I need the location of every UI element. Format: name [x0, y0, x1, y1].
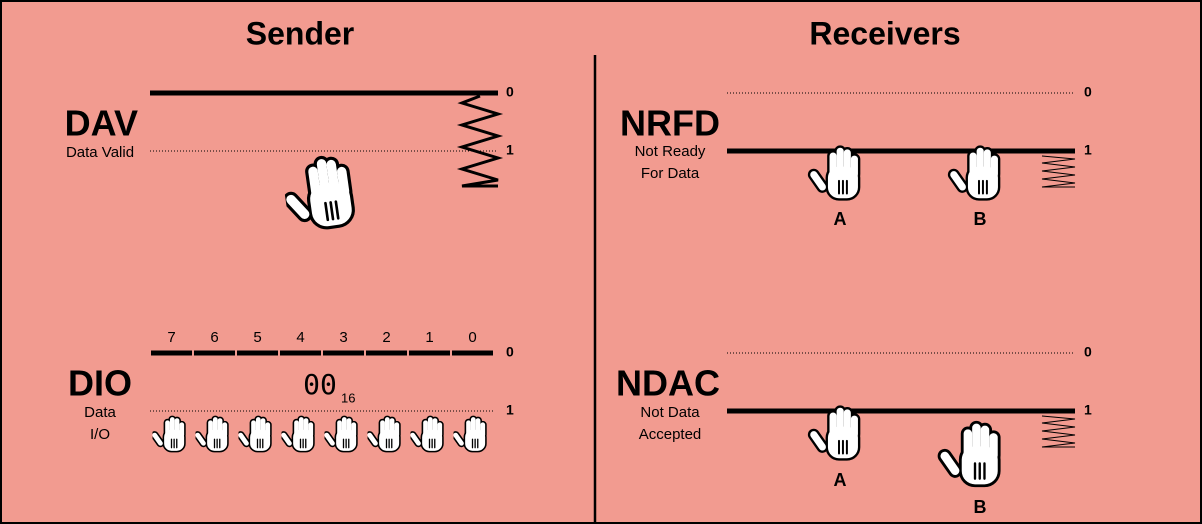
level-label: 1	[1084, 402, 1092, 418]
level-label: 0	[1084, 344, 1092, 360]
bit-label: 1	[425, 329, 433, 346]
data-value: 00	[303, 368, 337, 401]
receiver-label: B	[974, 497, 987, 517]
receiver-label: A	[834, 209, 847, 229]
signal-sublabel: Not Data	[640, 404, 700, 421]
receiver-label: A	[834, 470, 847, 490]
level-label: 0	[1084, 84, 1092, 100]
spring	[1041, 155, 1076, 188]
level-label: 1	[506, 402, 514, 418]
level-label: 0	[506, 84, 514, 100]
bit-label: 3	[339, 329, 347, 346]
signal-sublabel: Not Ready	[635, 143, 706, 160]
signal-label: NRFD	[620, 103, 720, 144]
spring	[1041, 415, 1076, 448]
section-title: Receivers	[809, 15, 960, 51]
bit-group: 7 6 5 4 3 2 1 0	[151, 329, 493, 451]
bit-label: 6	[210, 329, 218, 346]
signal-label: NDAC	[616, 363, 720, 404]
bit-label: 2	[382, 329, 390, 346]
receiver-label: B	[974, 209, 987, 229]
signal-sublabel: I/O	[90, 426, 110, 443]
bit-label: 0	[468, 329, 476, 346]
data-base: 16	[341, 390, 355, 405]
signal-label: DIO	[68, 363, 132, 404]
level-label: 1	[506, 142, 514, 158]
bit-label: 5	[253, 329, 261, 346]
signal-sublabel: Data Valid	[66, 144, 134, 161]
level-label: 1	[1084, 142, 1092, 158]
bit-label: 7	[167, 329, 175, 346]
bit-label: 4	[296, 329, 304, 346]
signal-sublabel: For Data	[641, 165, 700, 182]
level-label: 0	[506, 344, 514, 360]
spring	[456, 94, 504, 188]
signal-label: DAV	[65, 103, 138, 144]
signal-sublabel: Accepted	[639, 426, 702, 443]
section-title: Sender	[246, 15, 354, 51]
signal-sublabel: Data	[84, 404, 116, 421]
